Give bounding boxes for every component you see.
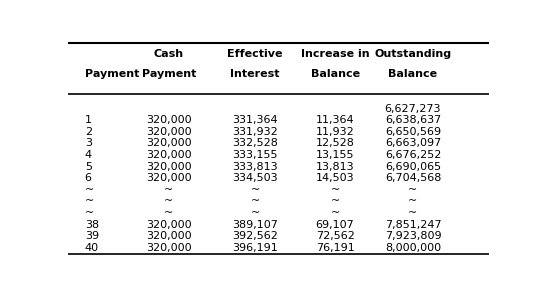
Text: ~: ~ xyxy=(331,185,340,195)
Text: Balance: Balance xyxy=(388,69,438,79)
Text: Outstanding: Outstanding xyxy=(374,49,452,59)
Text: 320,000: 320,000 xyxy=(146,173,192,183)
Text: ~: ~ xyxy=(85,185,94,195)
Text: ~: ~ xyxy=(250,185,260,195)
Text: 320,000: 320,000 xyxy=(146,150,192,160)
Text: 320,000: 320,000 xyxy=(146,127,192,137)
Text: ~: ~ xyxy=(164,208,174,218)
Text: 11,932: 11,932 xyxy=(315,127,355,137)
Text: Payment: Payment xyxy=(85,69,139,79)
Text: ~: ~ xyxy=(85,208,94,218)
Text: 333,813: 333,813 xyxy=(232,162,278,172)
Text: ~: ~ xyxy=(250,196,260,206)
Text: 389,107: 389,107 xyxy=(232,219,278,230)
Text: ~: ~ xyxy=(250,208,260,218)
Text: 6,676,252: 6,676,252 xyxy=(385,150,441,160)
Text: Payment: Payment xyxy=(142,69,196,79)
Text: 320,000: 320,000 xyxy=(146,243,192,253)
Text: ~: ~ xyxy=(164,185,174,195)
Text: 320,000: 320,000 xyxy=(146,219,192,230)
Text: 320,000: 320,000 xyxy=(146,231,192,241)
Text: 6,690,065: 6,690,065 xyxy=(385,162,441,172)
Text: 11,364: 11,364 xyxy=(316,115,355,125)
Text: 6,650,569: 6,650,569 xyxy=(385,127,441,137)
Text: 5: 5 xyxy=(85,162,92,172)
Text: 72,562: 72,562 xyxy=(315,231,355,241)
Text: 12,528: 12,528 xyxy=(315,138,355,148)
Text: ~: ~ xyxy=(164,196,174,206)
Text: 332,528: 332,528 xyxy=(232,138,278,148)
Text: 76,191: 76,191 xyxy=(315,243,355,253)
Text: 13,155: 13,155 xyxy=(316,150,355,160)
Text: Increase in: Increase in xyxy=(301,49,369,59)
Text: Interest: Interest xyxy=(230,69,280,79)
Text: 6,704,568: 6,704,568 xyxy=(385,173,441,183)
Text: 7,851,247: 7,851,247 xyxy=(384,219,441,230)
Text: ~: ~ xyxy=(331,208,340,218)
Text: 6,638,637: 6,638,637 xyxy=(385,115,441,125)
Text: Balance: Balance xyxy=(311,69,359,79)
Text: 331,932: 331,932 xyxy=(232,127,278,137)
Text: 320,000: 320,000 xyxy=(146,162,192,172)
Text: 4: 4 xyxy=(85,150,92,160)
Text: ~: ~ xyxy=(408,196,418,206)
Text: 14,503: 14,503 xyxy=(316,173,355,183)
Text: ~: ~ xyxy=(331,196,340,206)
Text: 3: 3 xyxy=(85,138,92,148)
Text: 331,364: 331,364 xyxy=(232,115,278,125)
Text: ~: ~ xyxy=(85,196,94,206)
Text: ~: ~ xyxy=(408,208,418,218)
Text: 6,627,273: 6,627,273 xyxy=(384,103,441,113)
Text: 396,191: 396,191 xyxy=(232,243,278,253)
Text: 2: 2 xyxy=(85,127,92,137)
Text: 392,562: 392,562 xyxy=(232,231,278,241)
Text: 40: 40 xyxy=(85,243,99,253)
Text: Effective: Effective xyxy=(228,49,283,59)
Text: 7,923,809: 7,923,809 xyxy=(384,231,441,241)
Text: 39: 39 xyxy=(85,231,99,241)
Text: 6,663,097: 6,663,097 xyxy=(385,138,441,148)
Text: 1: 1 xyxy=(85,115,92,125)
Text: 13,813: 13,813 xyxy=(316,162,355,172)
Text: 38: 38 xyxy=(85,219,99,230)
Text: ~: ~ xyxy=(408,185,418,195)
Text: Cash: Cash xyxy=(154,49,184,59)
Text: 334,503: 334,503 xyxy=(232,173,278,183)
Text: 6: 6 xyxy=(85,173,92,183)
Text: 8,000,000: 8,000,000 xyxy=(385,243,441,253)
Text: 320,000: 320,000 xyxy=(146,138,192,148)
Text: 320,000: 320,000 xyxy=(146,115,192,125)
Text: 69,107: 69,107 xyxy=(315,219,355,230)
Text: 333,155: 333,155 xyxy=(232,150,278,160)
